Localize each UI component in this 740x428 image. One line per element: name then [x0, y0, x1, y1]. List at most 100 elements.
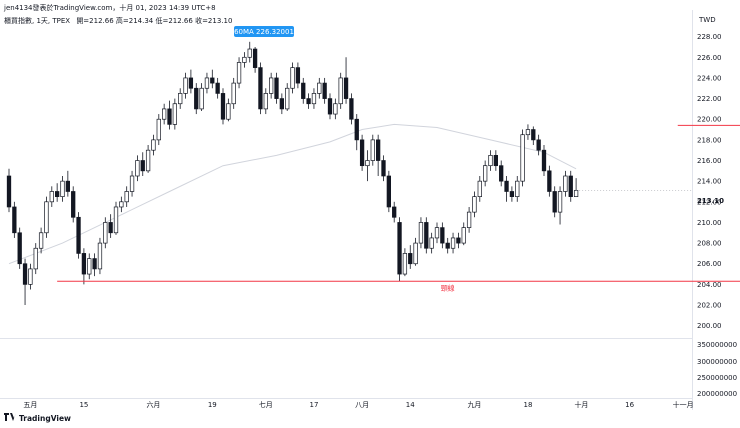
- candle[interactable]: [258, 62, 263, 115]
- candle[interactable]: [333, 98, 338, 120]
- candle[interactable]: [252, 46, 258, 73]
- candle[interactable]: [557, 186, 563, 225]
- candle[interactable]: [17, 227, 22, 269]
- candle[interactable]: [573, 178, 579, 197]
- candle[interactable]: [456, 232, 461, 249]
- candle[interactable]: [231, 77, 236, 109]
- candle[interactable]: [156, 114, 161, 146]
- candle[interactable]: [274, 72, 279, 104]
- candle[interactable]: [354, 114, 359, 151]
- candle[interactable]: [38, 227, 44, 254]
- candle[interactable]: [488, 150, 493, 171]
- candle[interactable]: [242, 52, 247, 68]
- candle[interactable]: [129, 170, 135, 197]
- candle[interactable]: [450, 232, 456, 254]
- candle[interactable]: [140, 152, 145, 176]
- candle[interactable]: [215, 77, 220, 99]
- candle[interactable]: [515, 176, 520, 202]
- candle[interactable]: [408, 245, 413, 269]
- candle[interactable]: [461, 222, 466, 246]
- candle[interactable]: [172, 98, 178, 130]
- candle[interactable]: [531, 126, 536, 146]
- candle[interactable]: [204, 72, 210, 94]
- candle[interactable]: [376, 134, 381, 176]
- candle[interactable]: [236, 57, 242, 89]
- candle[interactable]: [541, 145, 547, 176]
- candle[interactable]: [306, 93, 311, 109]
- candle[interactable]: [92, 253, 97, 277]
- candle[interactable]: [285, 83, 290, 111]
- candle[interactable]: [33, 243, 38, 275]
- candle[interactable]: [568, 170, 573, 202]
- candle[interactable]: [290, 62, 295, 94]
- candle[interactable]: [311, 88, 317, 109]
- candle[interactable]: [392, 201, 397, 223]
- candle[interactable]: [349, 93, 354, 125]
- candle[interactable]: [124, 186, 129, 207]
- candle[interactable]: [472, 191, 477, 218]
- candle[interactable]: [338, 72, 343, 109]
- candle[interactable]: [504, 176, 509, 202]
- candle[interactable]: [520, 129, 525, 187]
- candle[interactable]: [12, 201, 17, 238]
- candle[interactable]: [424, 217, 429, 254]
- candle[interactable]: [60, 176, 65, 202]
- candle[interactable]: [226, 98, 231, 122]
- candle[interactable]: [402, 248, 408, 277]
- candle[interactable]: [440, 222, 445, 249]
- candle[interactable]: [167, 100, 172, 130]
- candle[interactable]: [263, 88, 268, 115]
- candle[interactable]: [317, 77, 322, 99]
- candle[interactable]: [151, 134, 156, 156]
- candle[interactable]: [525, 124, 531, 140]
- candle[interactable]: [199, 83, 204, 111]
- candle[interactable]: [269, 72, 274, 99]
- candle[interactable]: [44, 196, 49, 238]
- candle[interactable]: [466, 206, 472, 233]
- candle[interactable]: [210, 69, 215, 89]
- candle[interactable]: [71, 186, 76, 223]
- candle[interactable]: [119, 196, 124, 213]
- candle[interactable]: [87, 253, 92, 280]
- candle[interactable]: [547, 165, 552, 197]
- candle[interactable]: [434, 222, 440, 244]
- candle[interactable]: [54, 183, 60, 202]
- candle[interactable]: [343, 57, 349, 104]
- candle[interactable]: [194, 83, 199, 115]
- candle[interactable]: [493, 150, 498, 171]
- candle[interactable]: [103, 217, 108, 249]
- candle[interactable]: [483, 160, 488, 187]
- candle[interactable]: [49, 186, 54, 207]
- candle[interactable]: [445, 237, 450, 254]
- candle[interactable]: [220, 88, 226, 125]
- candle[interactable]: [135, 155, 140, 182]
- candle[interactable]: [145, 145, 151, 173]
- candle[interactable]: [81, 248, 87, 285]
- candle[interactable]: [322, 77, 327, 104]
- candle[interactable]: [108, 214, 113, 238]
- candle[interactable]: [301, 77, 306, 104]
- candle[interactable]: [477, 176, 482, 202]
- candle[interactable]: [365, 150, 370, 182]
- candle[interactable]: [418, 217, 424, 249]
- candle[interactable]: [370, 134, 375, 166]
- tradingview-logo[interactable]: TradingView: [4, 413, 71, 423]
- candle[interactable]: [76, 212, 81, 259]
- candle[interactable]: [563, 170, 568, 197]
- candle[interactable]: [359, 134, 365, 171]
- candle[interactable]: [162, 103, 167, 125]
- candle[interactable]: [413, 237, 418, 266]
- candle[interactable]: [183, 72, 188, 99]
- candle[interactable]: [188, 69, 194, 94]
- candle[interactable]: [381, 155, 386, 182]
- candle[interactable]: [386, 170, 391, 213]
- candle[interactable]: [499, 160, 504, 187]
- candle[interactable]: [6, 168, 12, 213]
- candle[interactable]: [178, 88, 183, 109]
- candle[interactable]: [279, 93, 284, 115]
- candle[interactable]: [327, 93, 333, 120]
- candle[interactable]: [247, 41, 252, 63]
- candle[interactable]: [429, 232, 434, 254]
- candle[interactable]: [113, 201, 119, 235]
